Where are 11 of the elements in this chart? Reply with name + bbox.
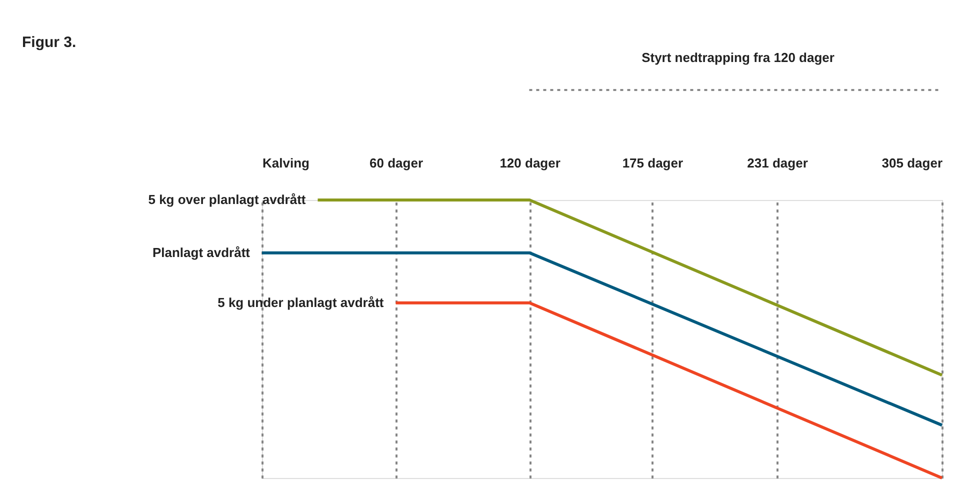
series-label: 5 kg over planlagt avdrått — [148, 192, 306, 207]
text: Figur 3. — [22, 34, 76, 51]
series-label: Planlagt avdrått — [152, 244, 251, 260]
x-tick-label: 60 dager — [370, 156, 424, 170]
x-tick-label: Kalving — [262, 156, 310, 170]
series-label: 5 kg under planlagt avdrått — [218, 294, 384, 310]
x-tick-label: 175 dager — [622, 156, 684, 170]
x-tick-label: 120 dager — [500, 156, 560, 170]
x-tick-label: 231 dager — [747, 156, 808, 170]
x-tick-label: 305 dager — [882, 156, 942, 170]
text: Styrt nedtrapping fra 120 dager — [642, 50, 834, 65]
